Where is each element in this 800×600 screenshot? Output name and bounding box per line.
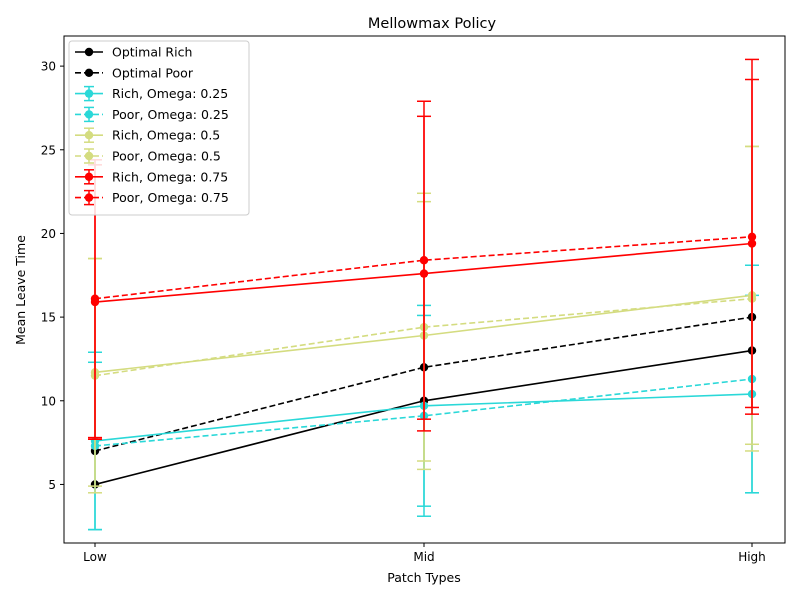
legend-marker bbox=[84, 193, 94, 202]
x-axis-label: Patch Types bbox=[387, 570, 461, 585]
legend-entry: Rich, Omega: 0.5 bbox=[75, 127, 220, 143]
series-line bbox=[94, 316, 753, 452]
series-line bbox=[94, 235, 753, 300]
legend-label: Optimal Rich bbox=[112, 45, 192, 60]
legend-entry: Poor, Omega: 0.25 bbox=[75, 106, 229, 123]
legend-label: Rich, Omega: 0.25 bbox=[112, 86, 228, 101]
legend-entry: Optimal Rich bbox=[75, 45, 192, 60]
x-tick-label: Low bbox=[83, 550, 107, 564]
y-tick-label: 20 bbox=[41, 227, 56, 241]
legend-marker bbox=[84, 131, 94, 140]
legend-label: Optimal Poor bbox=[112, 65, 194, 80]
legend-marker bbox=[84, 110, 94, 119]
chart-title: Mellowmax Policy bbox=[368, 16, 497, 32]
legend-entry: Poor, Omega: 0.75 bbox=[75, 189, 229, 206]
series-layer bbox=[88, 58, 759, 531]
legend-marker bbox=[84, 47, 94, 57]
legend-label: Poor, Omega: 0.25 bbox=[112, 107, 229, 122]
data-point bbox=[419, 256, 429, 265]
legend: Optimal Rich Optimal Poor Rich, Omega: 0.2… bbox=[68, 40, 250, 216]
legend-label: Rich, Omega: 0.5 bbox=[112, 128, 220, 143]
legend-entry: Rich, Omega: 0.25 bbox=[75, 85, 228, 102]
legend-label: Poor, Omega: 0.5 bbox=[112, 149, 221, 164]
legend-entry: Optimal Poor bbox=[75, 65, 194, 80]
y-tick-label: 5 bbox=[48, 478, 56, 492]
legend-label: Rich, Omega: 0.75 bbox=[112, 169, 228, 184]
y-tick-label: 25 bbox=[41, 143, 56, 157]
legend-label: Poor, Omega: 0.75 bbox=[112, 190, 229, 205]
series-line bbox=[94, 378, 753, 447]
y-axis-label: Mean Leave Time bbox=[13, 235, 28, 345]
data-point bbox=[747, 232, 757, 241]
y-tick-label: 15 bbox=[41, 311, 56, 325]
axis-layer: Low Mid High 5 10 15 20 25 30 bbox=[41, 60, 766, 564]
series-line bbox=[94, 297, 753, 377]
legend-entry: Rich, Omega: 0.75 bbox=[75, 169, 228, 185]
y-tick-label: 10 bbox=[41, 394, 56, 408]
legend-marker bbox=[84, 89, 94, 98]
legend-box bbox=[68, 40, 250, 216]
y-tick-label: 30 bbox=[41, 60, 56, 74]
legend-entry: Poor, Omega: 0.5 bbox=[75, 148, 221, 164]
x-tick-label: Mid bbox=[413, 550, 434, 564]
legend-marker bbox=[84, 68, 94, 78]
x-tick-label: High bbox=[738, 550, 766, 564]
legend-marker bbox=[84, 151, 94, 161]
data-point bbox=[90, 294, 100, 303]
legend-marker bbox=[84, 172, 94, 181]
